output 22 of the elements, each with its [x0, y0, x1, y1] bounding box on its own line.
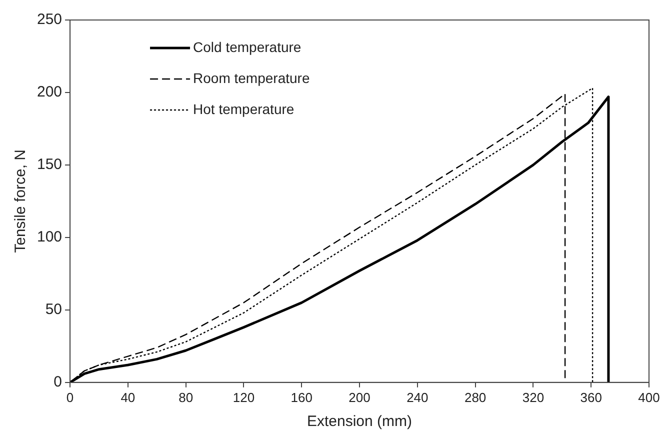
- y-tick-label: 150: [36, 156, 62, 174]
- x-tick-label: 120: [232, 390, 255, 405]
- x-tick-label: 240: [406, 390, 428, 405]
- y-tick-label: 250: [36, 11, 62, 28]
- x-tick-label: 360: [580, 390, 602, 405]
- legend-label: Cold temperature: [193, 38, 302, 55]
- x-axis-title: Extension (mm): [307, 413, 412, 430]
- y-tick-label: 200: [36, 84, 62, 101]
- y-tick-label: 100: [36, 228, 62, 246]
- y-axis-title: Tensile force, N: [12, 150, 30, 253]
- x-tick-label: 80: [178, 390, 194, 405]
- x-tick-label: 160: [290, 390, 312, 405]
- x-tick-label: 200: [348, 390, 370, 405]
- x-tick-label: 0: [66, 390, 74, 405]
- x-tick-label: 320: [522, 390, 544, 405]
- legend-label: Room temperature: [193, 70, 310, 86]
- legend-label: Hot temperature: [193, 100, 294, 117]
- x-tick-label: 400: [638, 390, 660, 405]
- x-tick-label: 280: [464, 390, 486, 405]
- x-tick-label: 40: [120, 390, 136, 405]
- y-tick-label: 50: [45, 301, 62, 318]
- y-tick-label: 0: [54, 374, 62, 391]
